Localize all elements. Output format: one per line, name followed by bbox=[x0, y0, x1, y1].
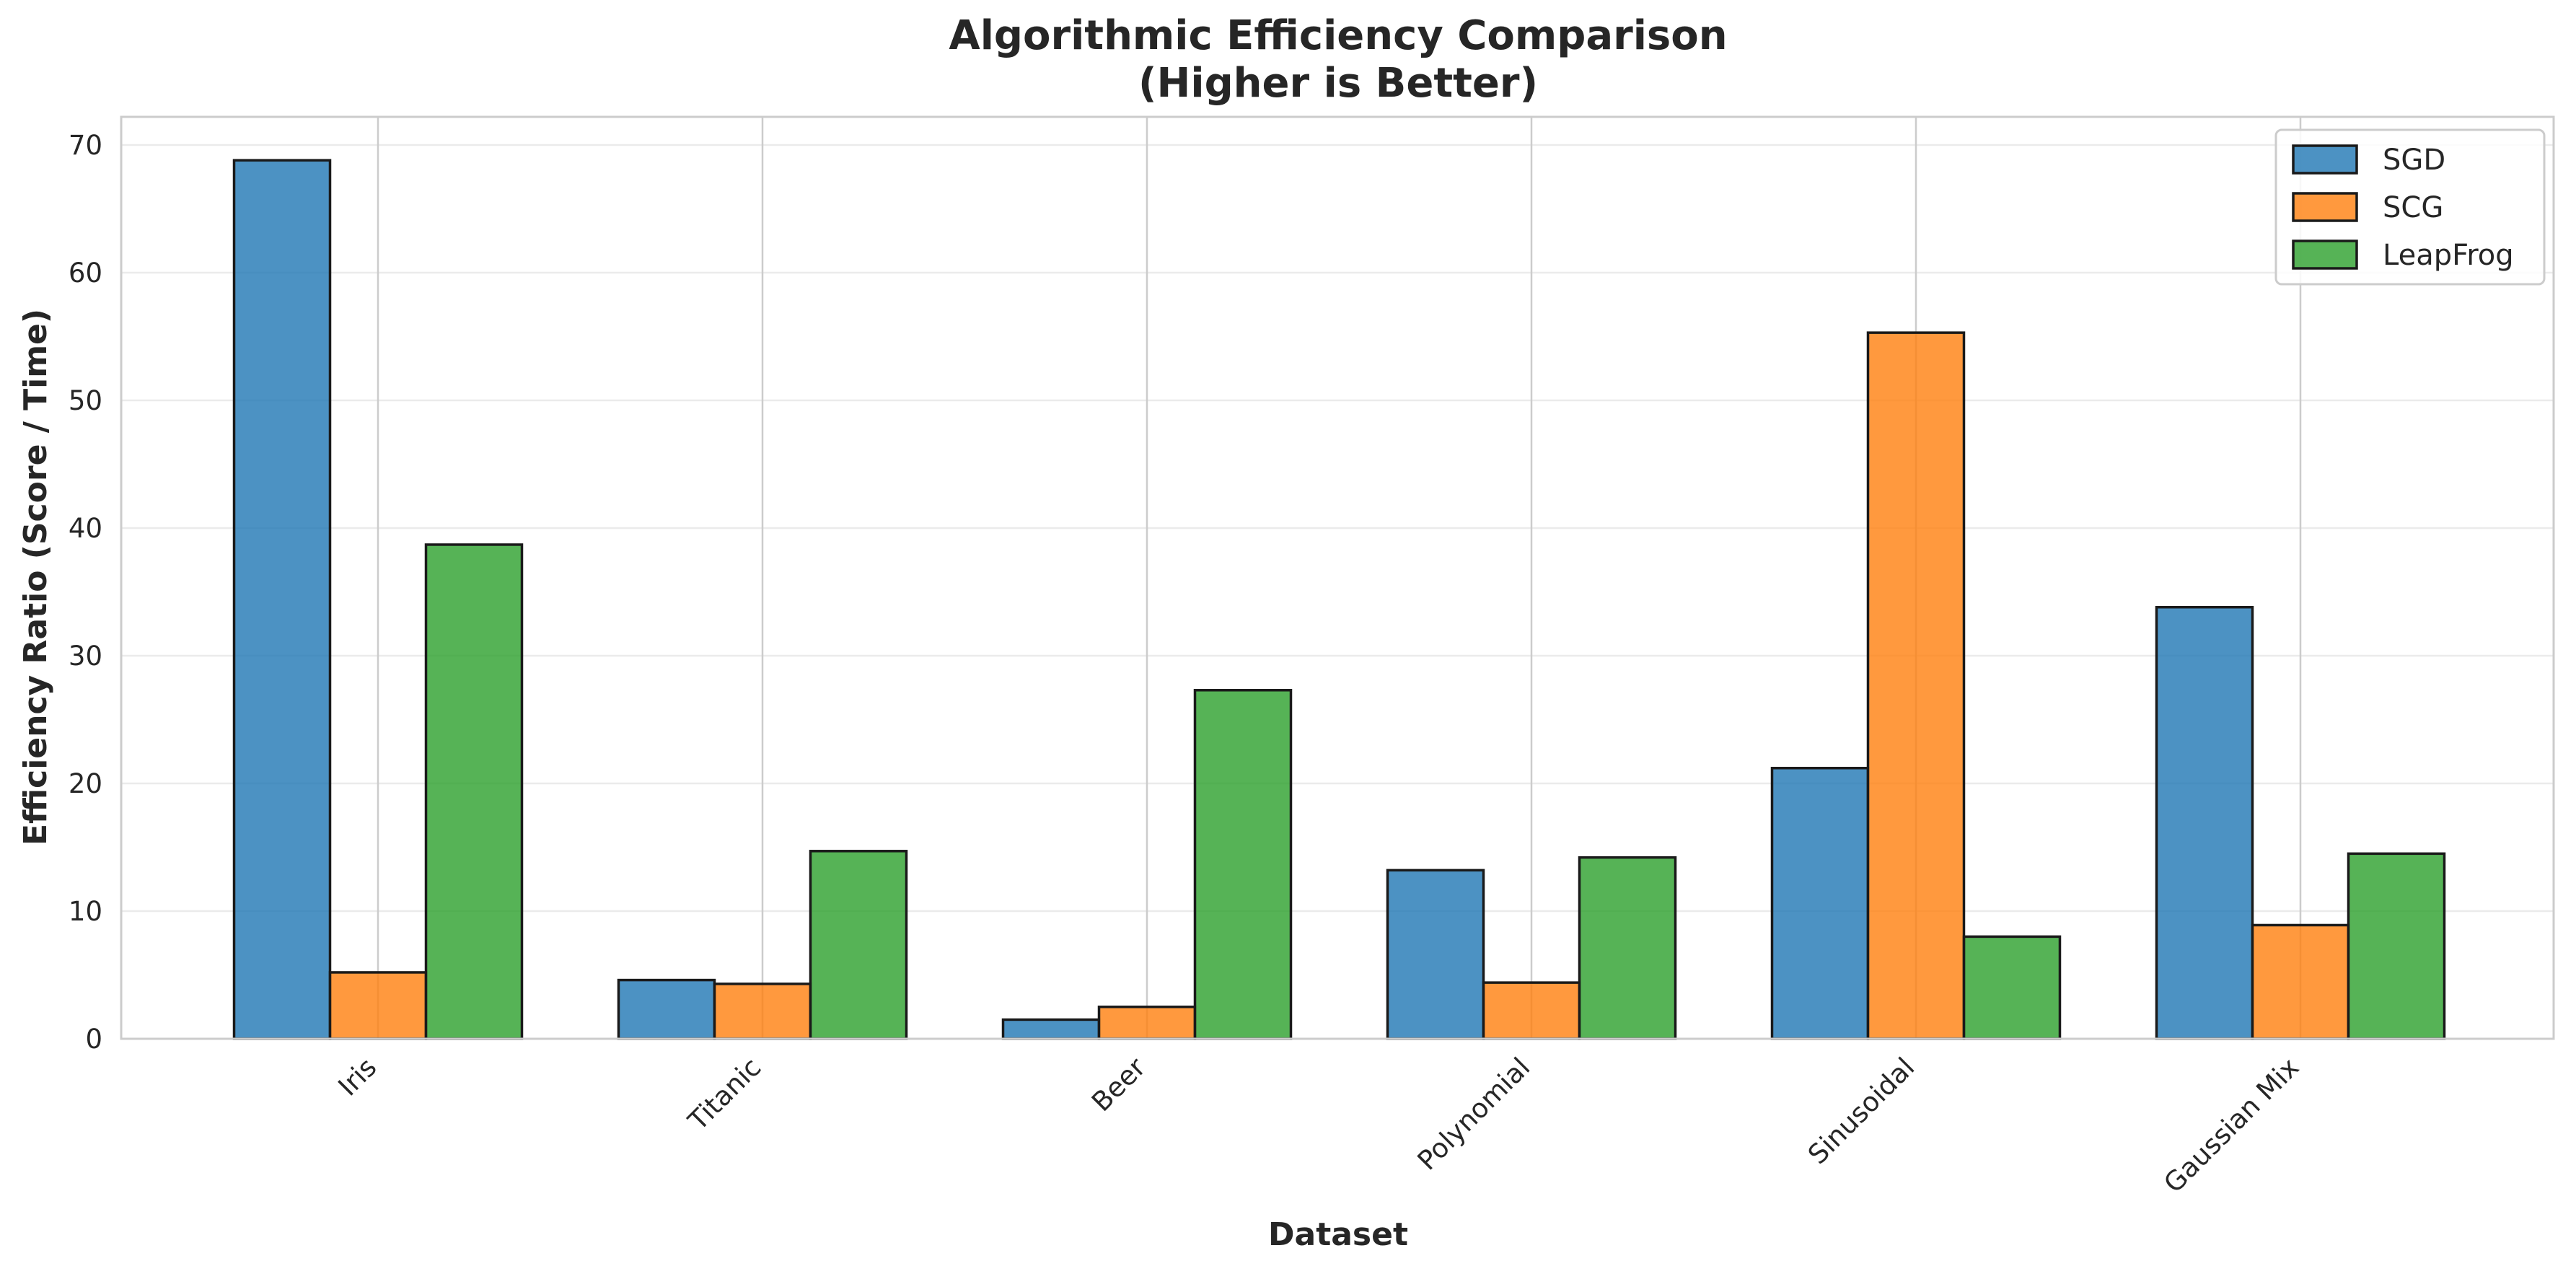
bar-leapfrog-beer bbox=[1193, 689, 1293, 1040]
y-tick-labels: 0 10 20 30 40 50 60 70 bbox=[69, 130, 102, 1055]
y-tick-label: 40 bbox=[69, 513, 102, 544]
y-axis-label: Efficiency Ratio (Score / Time) bbox=[17, 309, 54, 845]
grid-layer bbox=[121, 117, 2554, 1039]
y-tick-label: 0 bbox=[85, 1024, 102, 1055]
bar-scg-titanic bbox=[713, 983, 812, 1040]
bar-scg-gaussian-mix bbox=[2251, 923, 2350, 1040]
y-tick-label: 30 bbox=[69, 641, 102, 672]
legend-label-leapfrog: LeapFrog bbox=[2383, 239, 2514, 272]
bar-scg-polynomial bbox=[1482, 981, 1581, 1040]
y-tick-label: 60 bbox=[69, 258, 102, 289]
y-tick-label: 50 bbox=[69, 385, 102, 416]
bar-scg-iris bbox=[328, 971, 428, 1040]
y-tick-label: 10 bbox=[69, 896, 102, 927]
bar-leapfrog-titanic bbox=[809, 850, 908, 1040]
bar-sgd-sinusoidal bbox=[1770, 766, 1870, 1040]
legend-swatch-scg bbox=[2292, 192, 2358, 222]
legend-label-sgd: SGD bbox=[2383, 144, 2445, 177]
legend-swatch-leapfrog bbox=[2292, 239, 2358, 270]
bar-sgd-polynomial bbox=[1386, 869, 1485, 1040]
bar-leapfrog-gaussian-mix bbox=[2347, 852, 2446, 1040]
legend: SGD SCG LeapFrog bbox=[2274, 128, 2546, 286]
chart-title-line2: (Higher is Better) bbox=[1138, 60, 1538, 107]
plot-frame bbox=[120, 115, 2555, 1040]
y-tick-label: 20 bbox=[69, 768, 102, 799]
bar-scg-sinusoidal bbox=[1866, 331, 1966, 1040]
bar-leapfrog-iris bbox=[424, 543, 524, 1040]
y-tick-label: 70 bbox=[69, 130, 102, 161]
legend-label-scg: SCG bbox=[2383, 191, 2443, 224]
bar-leapfrog-sinusoidal bbox=[1962, 935, 2062, 1040]
bar-sgd-titanic bbox=[617, 978, 716, 1040]
bar-sgd-iris bbox=[232, 159, 332, 1040]
bar-sgd-gaussian-mix bbox=[2155, 605, 2254, 1040]
legend-swatch-sgd bbox=[2292, 144, 2358, 175]
bar-scg-beer bbox=[1097, 1005, 1197, 1040]
bar-leapfrog-polynomial bbox=[1578, 856, 1677, 1040]
bar-sgd-beer bbox=[1001, 1018, 1101, 1040]
chart-title-line1: Algorithmic Efficiency Comparison bbox=[949, 12, 1727, 59]
bars-layer bbox=[232, 159, 2446, 1040]
x-axis-label: Dataset bbox=[1268, 1216, 1408, 1253]
legend-items: SGD SCG LeapFrog bbox=[2292, 144, 2514, 272]
